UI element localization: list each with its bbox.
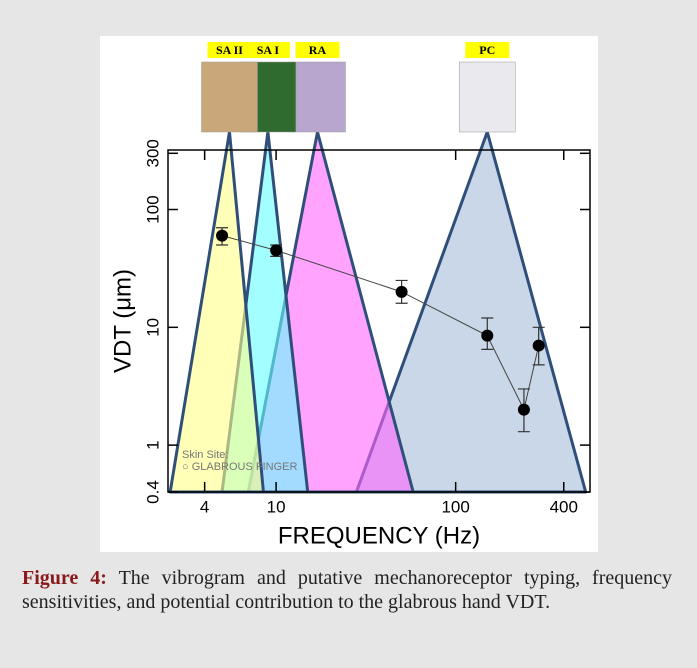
figure: PC RA SA I SA II 4 10 100 400 0.4 1 10 100 300 FREQUE… [100,36,598,552]
x-tick-label: 100 [441,497,469,516]
data-point [270,244,283,257]
receptor-label-box [465,42,510,58]
receptor-label-box [245,42,290,58]
data-point [481,329,494,342]
x-tick-label: 4 [200,497,209,516]
y-tick-label: 0.4 [143,480,162,504]
receptor-image [459,61,516,133]
x-axis-label: FREQUENCY (Hz) [278,522,480,549]
caption-text: The vibrogram and putative mechanorecept… [22,567,673,613]
x-tick-label: 10 [267,497,286,516]
x-tick-label: 400 [550,497,578,516]
annotation: Skin Site: [182,449,228,461]
receptor-label: PC [479,43,495,57]
receptor-label: SA I [257,43,280,57]
plot-frame [167,149,591,493]
y-axis-label: VDT (μm) [109,269,136,373]
y-tick-label: 300 [143,139,162,167]
data-point [216,229,229,242]
caption: Figure 4: The vibrogram and putative mec… [22,566,672,614]
data-point [395,285,408,298]
receptor-image [201,61,258,133]
y-tick-label: 1 [143,440,162,449]
data-point [517,403,530,416]
data-line [221,235,540,412]
receptor-image [289,61,346,133]
receptor-label: SA II [216,43,243,57]
y-tick-label: 10 [143,318,162,337]
receptor-label-box [295,42,340,58]
caption-label: Figure 4: [22,567,107,589]
receptor-label-box [207,42,252,58]
receptor-label: RA [309,43,327,57]
annotation: ○ GLABROUS FINGER [182,461,297,473]
data-point [532,339,545,352]
y-tick-label: 100 [143,195,162,223]
